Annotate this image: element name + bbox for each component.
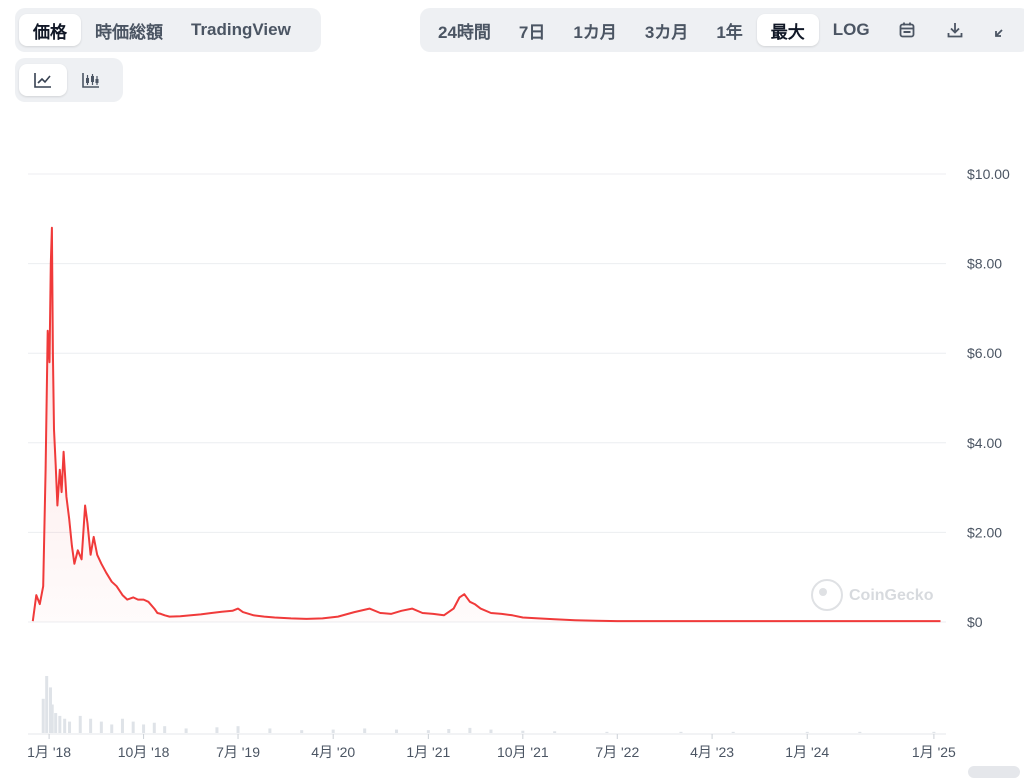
volume-bar — [731, 731, 735, 733]
x-tick-label: 1月 '25 — [912, 744, 956, 760]
volume-bar — [68, 721, 72, 733]
x-tick-label: 10月 '21 — [497, 744, 549, 760]
coingecko-watermark: CoinGecko — [811, 579, 934, 611]
line-chart-button[interactable] — [19, 64, 67, 96]
x-tick-label: 1月 '24 — [785, 744, 829, 760]
view-tabs: 価格 時価総額 TradingView — [15, 8, 321, 52]
volume-bar — [679, 731, 683, 733]
download-button[interactable] — [931, 14, 978, 46]
volume-bar — [932, 731, 936, 733]
download-icon — [947, 23, 963, 38]
volume-bar — [99, 721, 103, 733]
volume-bar — [468, 727, 472, 733]
x-tick-label: 4月 '20 — [311, 744, 355, 760]
volume-bar — [363, 728, 367, 733]
range-tabs: 24時間 7日 1カ月 3カ月 1年 最大 LOG — [420, 8, 1024, 52]
range-max[interactable]: 最大 — [756, 14, 819, 46]
volume-bar — [131, 721, 135, 733]
tab-market-cap[interactable]: 時価総額 — [95, 22, 163, 42]
volume-bar — [50, 704, 54, 733]
x-tick-label: 7月 '19 — [216, 744, 260, 760]
volume-bar — [152, 722, 156, 733]
x-tick-label: 1月 '18 — [27, 744, 71, 760]
expand-icon — [995, 29, 1003, 37]
tab-tradingview[interactable]: TradingView — [191, 20, 291, 39]
price-area — [32, 227, 941, 623]
range-log[interactable]: LOG — [832, 20, 870, 39]
volume-bar — [120, 718, 124, 733]
volume-bar — [54, 713, 58, 733]
range-1m[interactable]: 1カ月 — [573, 22, 617, 42]
volume-bar — [489, 729, 493, 733]
volume-bar — [300, 730, 304, 733]
volume-bar — [58, 715, 62, 733]
chart-type-selector — [15, 58, 123, 102]
volume-bar — [426, 730, 430, 733]
price-line — [31, 226, 941, 623]
volume-bar — [63, 718, 67, 733]
y-tick-label: $8.00 — [967, 256, 1002, 272]
candlestick-icon — [82, 73, 99, 88]
volume-bar — [89, 718, 93, 733]
volume-bar — [215, 727, 219, 733]
tab-price[interactable]: 価格 — [19, 14, 81, 46]
calendar-icon — [899, 22, 915, 38]
volume-bar — [805, 731, 809, 733]
y-tick-label: $10.00 — [967, 166, 1010, 182]
volume-bar — [331, 729, 335, 733]
scrollbar-thumb[interactable] — [968, 766, 1020, 778]
volume-bar — [553, 731, 557, 733]
x-tick-label: 7月 '22 — [595, 744, 639, 760]
volume-bar — [41, 698, 45, 733]
y-tick-label: $4.00 — [967, 435, 1002, 451]
volume-bar — [110, 724, 114, 733]
volume-bar — [48, 687, 52, 733]
volume-bar — [395, 729, 399, 733]
range-7d[interactable]: 7日 — [518, 22, 546, 42]
range-1y[interactable]: 1年 — [716, 22, 743, 42]
volume-bar — [268, 728, 272, 733]
volume-bar — [236, 726, 240, 733]
expand-button[interactable] — [979, 14, 1024, 46]
volume-bar — [605, 731, 609, 733]
range-3m[interactable]: 3カ月 — [644, 22, 689, 42]
x-tick-label: 10月 '18 — [118, 744, 170, 760]
x-tick-label: 4月 '23 — [690, 744, 734, 760]
volume-bar — [521, 730, 525, 733]
x-tick-label: 1月 '21 — [406, 744, 450, 760]
volume-bar — [78, 715, 82, 733]
volume-bar — [142, 724, 146, 733]
volume-bar — [858, 731, 862, 733]
coingecko-logo-icon — [811, 579, 843, 611]
volume-bar — [184, 728, 188, 733]
candlestick-button[interactable] — [67, 64, 115, 96]
watermark-text: CoinGecko — [849, 587, 934, 604]
y-tick-label: $2.00 — [967, 524, 1002, 540]
range-24h[interactable]: 24時間 — [438, 22, 491, 42]
calendar-button[interactable] — [884, 14, 931, 46]
line-chart-icon — [34, 73, 51, 88]
y-tick-label: $6.00 — [967, 345, 1002, 361]
volume-bar — [45, 676, 49, 733]
y-tick-label: $0 — [967, 614, 983, 630]
volume-bar — [447, 729, 451, 733]
volume-bar — [163, 726, 167, 733]
